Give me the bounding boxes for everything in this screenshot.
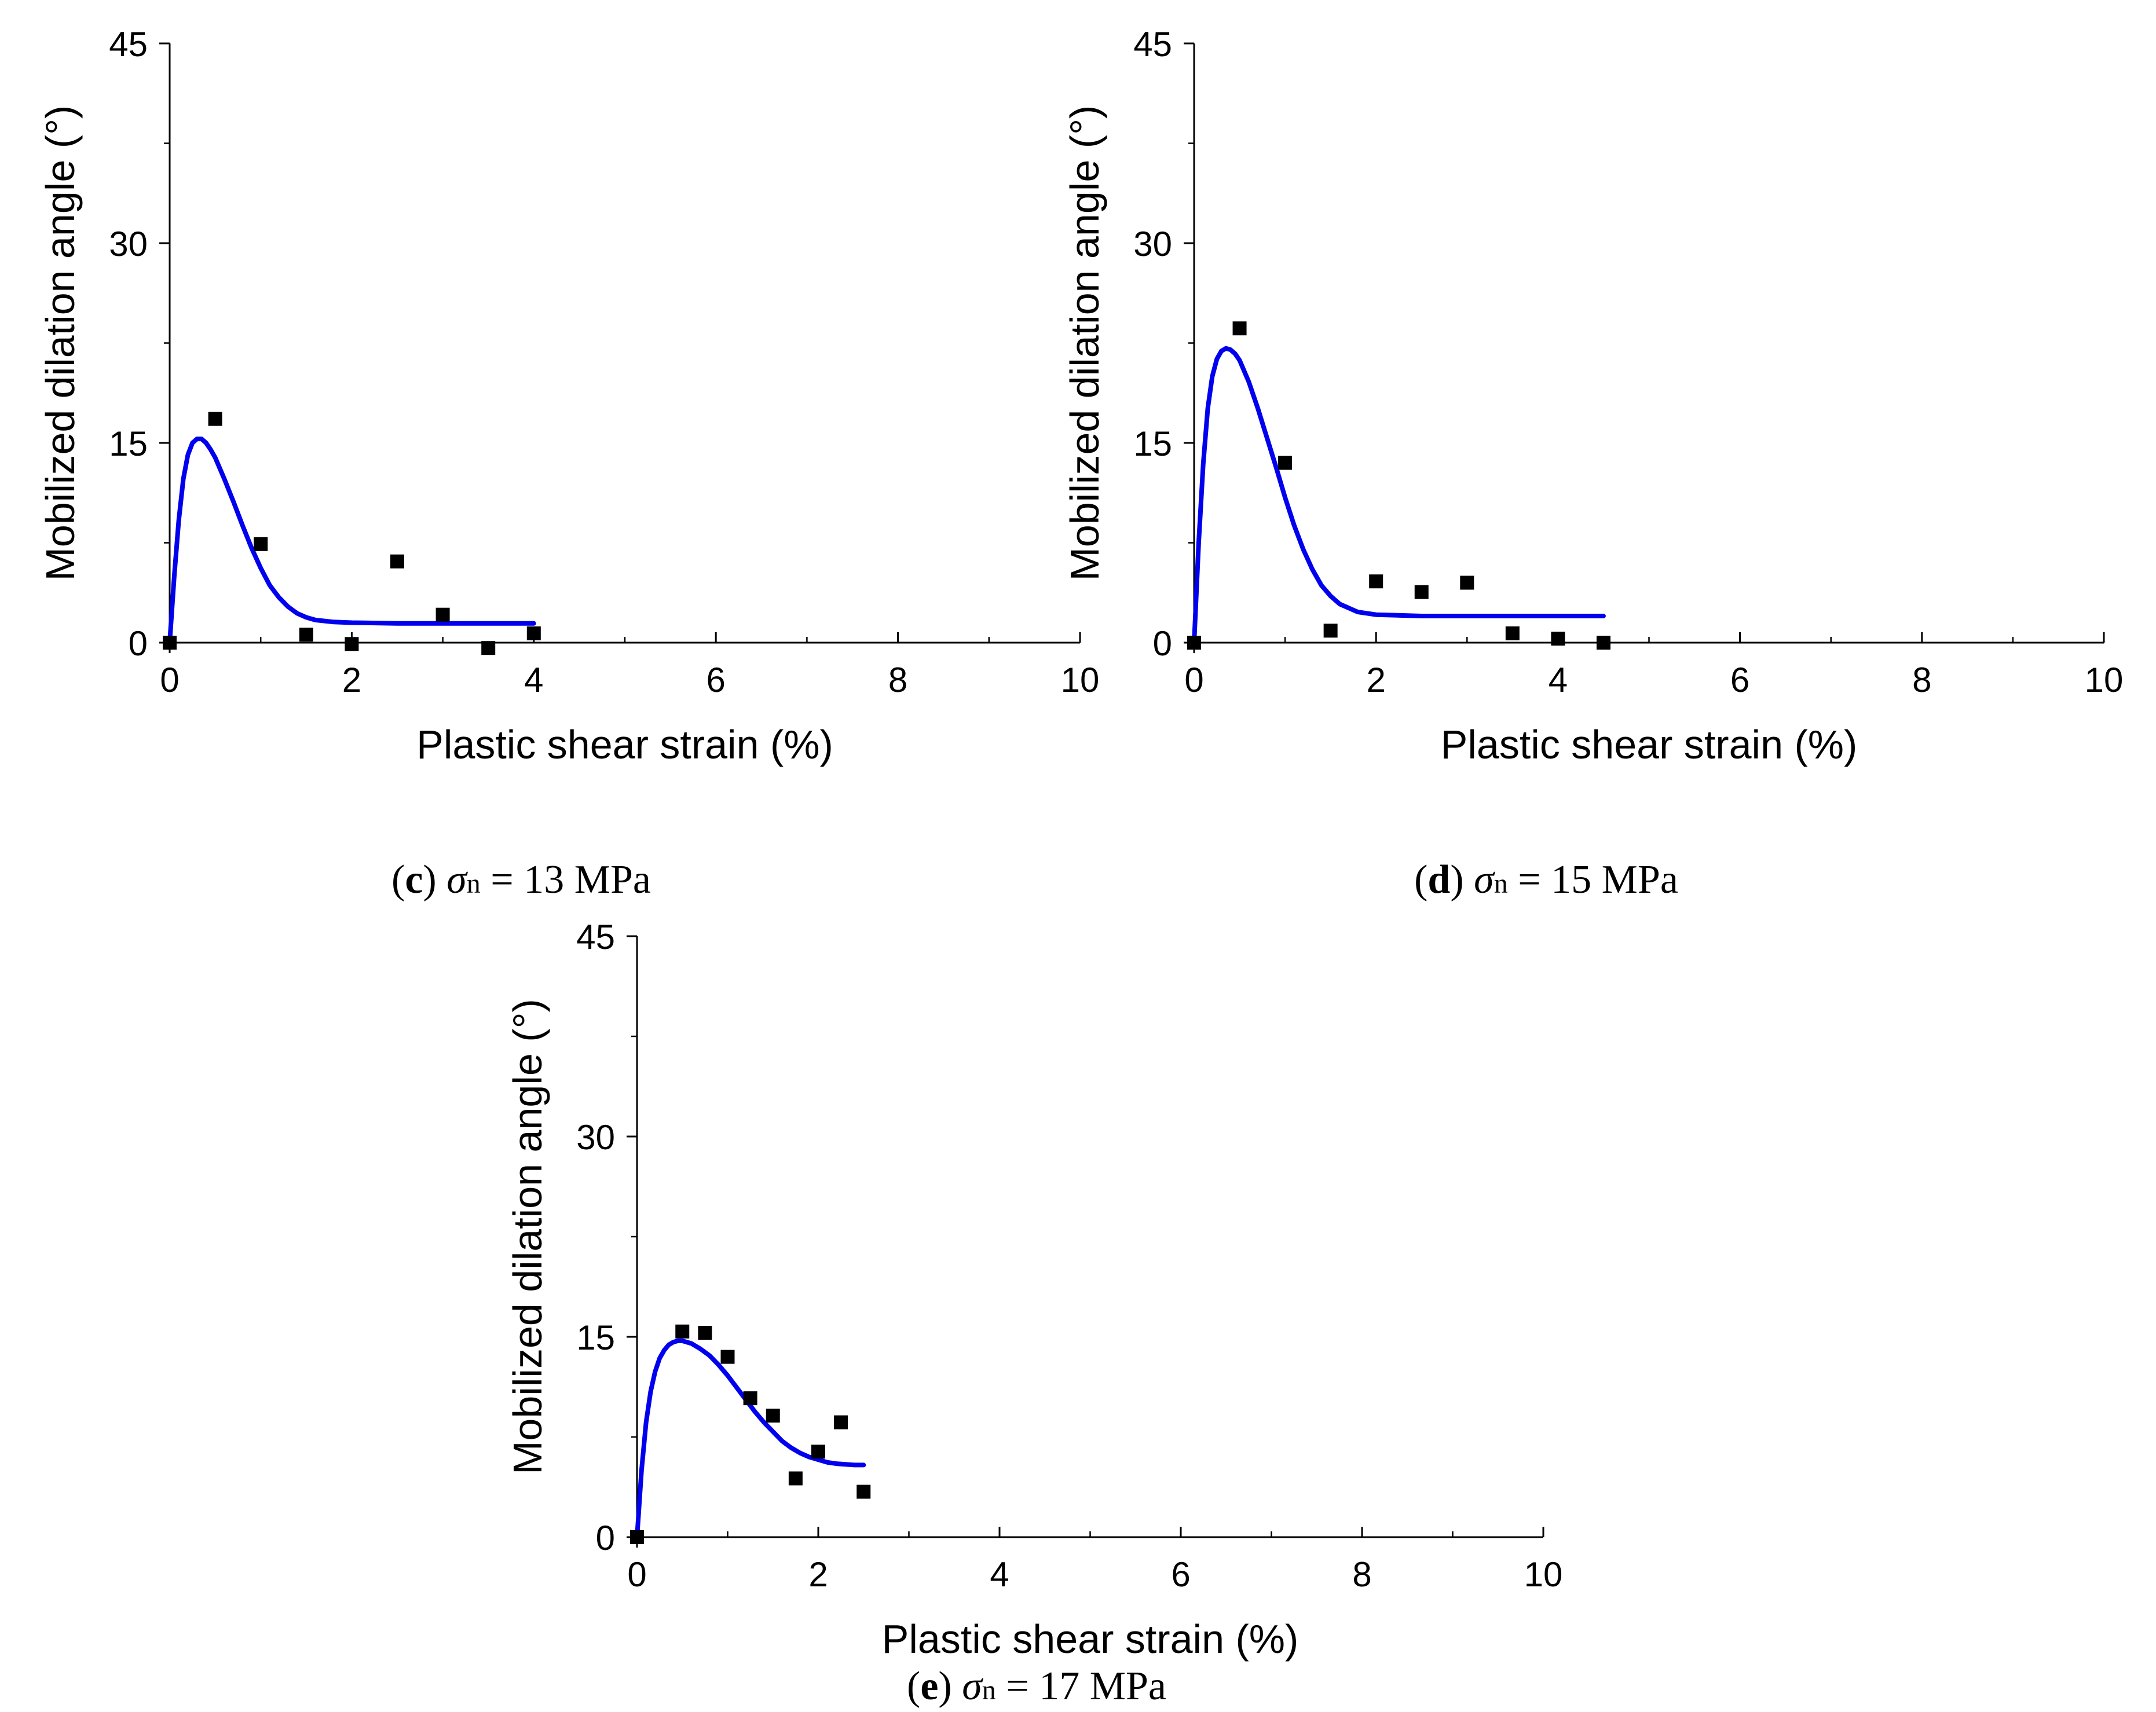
y-tick-label: 30: [109, 225, 148, 263]
data-point: [481, 641, 496, 655]
data-point: [856, 1484, 871, 1499]
chart-panel-e: 0 2 4 6 8 10 0 15 30 45 Plastic shear strain (%) Mo…: [505, 918, 1562, 1709]
y-tick-label: 45: [1133, 25, 1172, 64]
data-point: [163, 636, 177, 650]
chart-panel-d: 0 2 4 6 8 10 0 15 30 45 Plastic shear strain (%) Mo…: [1062, 25, 2123, 902]
fitted-curve: [1192, 346, 1606, 645]
panel-caption: (e) σn = 17 MPa: [907, 1664, 1166, 1709]
data-point: [1278, 456, 1293, 470]
x-tick-label: 6: [707, 661, 726, 699]
panel-caption: (c) σn = 13 MPa: [391, 857, 651, 902]
chart-panel-c: 0 2 4 6 8 10 0 15 30 45 Plastic shear strain (%) Mo…: [38, 25, 1099, 902]
x-axis-label: Plastic shear strain (%): [1441, 722, 1858, 767]
x-tick-label: 2: [808, 1555, 828, 1594]
data-point: [1505, 626, 1520, 640]
y-tick-label: 15: [109, 424, 148, 463]
x-tick-label: 4: [990, 1555, 1009, 1594]
y-tick-label: 0: [129, 624, 148, 663]
data-point: [526, 626, 541, 640]
data-point: [1596, 636, 1610, 650]
y-tick-label: 45: [109, 25, 148, 64]
data-point: [345, 637, 359, 651]
data-point: [834, 1415, 848, 1429]
x-tick-label: 10: [2085, 661, 2124, 699]
data-point: [254, 537, 268, 551]
fitted-curve: [635, 1338, 866, 1539]
data-point: [788, 1471, 803, 1486]
x-tick-label: 8: [1352, 1555, 1371, 1594]
y-axis-label: Mobilized dilation angle (°): [1062, 105, 1107, 581]
fitted-curve: [167, 437, 536, 645]
data-point: [1551, 632, 1565, 646]
data-point: [630, 1530, 644, 1544]
data-point: [1460, 575, 1474, 590]
x-tick-label: 6: [1730, 661, 1749, 699]
y-tick-label: 0: [596, 1519, 615, 1557]
x-tick-label: 10: [1524, 1555, 1563, 1594]
data-point: [208, 412, 222, 426]
data-point: [1369, 574, 1383, 589]
x-tick-label: 8: [1912, 661, 1931, 699]
data-point: [1187, 636, 1201, 650]
data-point: [698, 1326, 712, 1340]
x-tick-label: 0: [1184, 661, 1203, 699]
y-tick-label: 30: [1133, 225, 1172, 263]
data-point: [299, 628, 313, 642]
x-tick-label: 6: [1171, 1555, 1190, 1594]
data-point: [1323, 624, 1338, 638]
data-point: [743, 1391, 757, 1406]
data-point: [766, 1409, 780, 1423]
y-tick-label: 30: [576, 1118, 615, 1157]
y-tick-label: 15: [576, 1318, 615, 1357]
data-point: [390, 554, 404, 569]
y-tick-label: 0: [1153, 624, 1172, 663]
x-tick-label: 2: [1367, 661, 1386, 699]
data-point: [435, 607, 450, 622]
x-tick-label: 2: [342, 661, 361, 699]
data-point: [1232, 321, 1247, 336]
panel-caption: (d) σn = 15 MPa: [1414, 857, 1678, 902]
data-point: [720, 1350, 735, 1364]
x-tick-label: 0: [627, 1555, 646, 1594]
y-tick-label: 45: [576, 918, 615, 956]
x-tick-label: 0: [160, 661, 179, 699]
y-axis-label: Mobilized dilation angle (°): [38, 105, 83, 581]
y-tick-label: 15: [1133, 424, 1172, 463]
x-axis-label: Plastic shear strain (%): [882, 1616, 1299, 1662]
x-tick-label: 10: [1061, 661, 1100, 699]
x-tick-label: 8: [888, 661, 907, 699]
x-tick-label: 4: [524, 661, 543, 699]
data-point: [811, 1445, 825, 1459]
x-axis-label: Plastic shear strain (%): [416, 722, 833, 767]
data-point: [1414, 585, 1429, 599]
data-point: [675, 1324, 690, 1339]
y-axis-label: Mobilized dilation angle (°): [505, 999, 550, 1475]
x-tick-label: 4: [1549, 661, 1568, 699]
